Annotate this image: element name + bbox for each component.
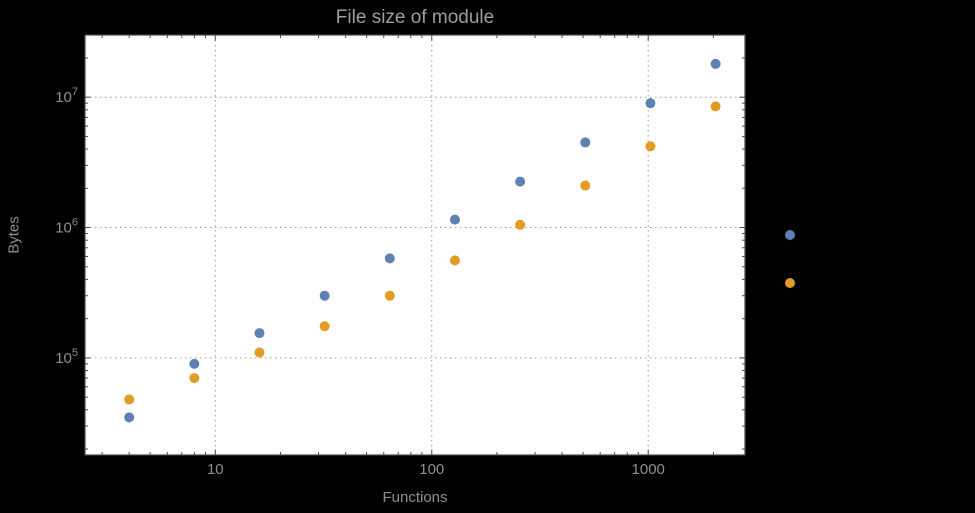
- chart-title: File size of module: [335, 7, 495, 28]
- y-tick-label: 106: [55, 217, 78, 237]
- data-point-orange: [710, 101, 721, 112]
- data-point-orange: [515, 219, 526, 230]
- legend-marker-blue: [785, 230, 795, 240]
- data-point-orange: [189, 373, 200, 384]
- data-point-orange: [645, 141, 656, 152]
- data-point-blue: [189, 358, 200, 369]
- data-point-blue: [645, 98, 656, 109]
- plot-background: [85, 35, 745, 455]
- plot-frame: [84, 34, 746, 456]
- x-tick-label: 10: [207, 461, 224, 478]
- data-point-orange: [580, 180, 591, 191]
- data-point-blue: [384, 253, 395, 264]
- data-point-blue: [319, 290, 330, 301]
- data-point-blue: [254, 328, 265, 339]
- x-tick-label: 1000: [632, 461, 665, 478]
- data-point-blue: [515, 176, 526, 187]
- y-tick-label: 107: [55, 86, 78, 106]
- data-point-orange: [384, 290, 395, 301]
- data-point-blue: [580, 137, 591, 148]
- data-point-orange: [124, 394, 135, 405]
- data-point-blue: [124, 412, 135, 423]
- legend-marker-orange: [785, 278, 795, 288]
- data-point-orange: [319, 321, 330, 332]
- data-point-blue: [449, 214, 460, 225]
- data-point-orange: [449, 255, 460, 266]
- x-tick-label: 100: [419, 461, 444, 478]
- data-point-blue: [710, 58, 721, 69]
- x-axis-label: Functions: [382, 489, 448, 506]
- y-tick-label: 105: [55, 347, 78, 367]
- data-point-orange: [254, 347, 265, 358]
